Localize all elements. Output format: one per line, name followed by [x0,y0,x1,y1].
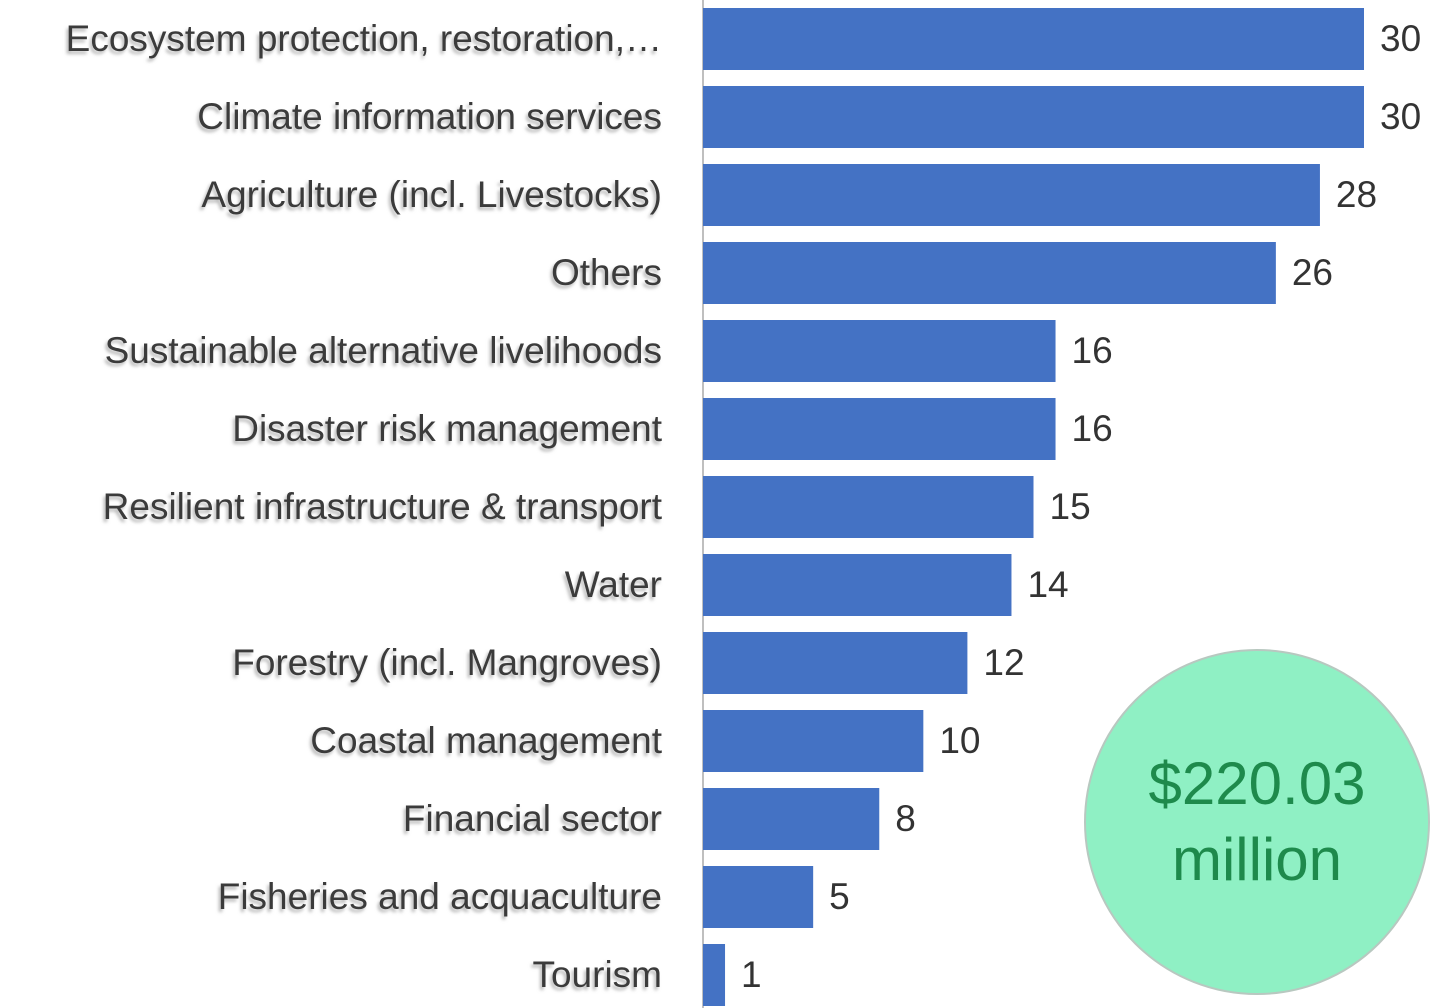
highlight-circle [1084,649,1430,995]
bar [703,8,1364,70]
value-label: 1 [741,954,762,995]
category-label: Ecosystem protection, restoration,… [66,18,662,59]
bar [703,632,968,694]
bar [703,242,1276,304]
bar [703,944,726,1006]
category-label: Forestry (incl. Mangroves) [232,642,662,683]
category-label: Climate information services [197,96,662,137]
value-label: 12 [983,642,1024,683]
value-label: 14 [1027,564,1068,605]
value-label: 16 [1072,408,1113,449]
category-label: Fisheries and acquaculture [218,876,662,917]
category-label: Sustainable alternative livelihoods [105,330,662,371]
category-label: Coastal management [310,720,662,761]
bar [703,476,1034,538]
bar [703,164,1320,226]
category-label: Water [565,564,662,605]
bar [703,866,814,928]
bar [703,398,1056,460]
value-label: 10 [939,720,980,761]
value-label: 26 [1292,252,1333,293]
value-label: 15 [1050,486,1091,527]
bar [703,86,1364,148]
category-label: Tourism [532,954,662,995]
bar [703,788,880,850]
value-label: 30 [1380,96,1421,137]
bar [703,710,924,772]
category-label: Agriculture (incl. Livestocks) [201,174,662,215]
value-label: 8 [895,798,916,839]
category-label: Others [551,252,662,293]
value-label: 30 [1380,18,1421,59]
value-label: 5 [829,876,850,917]
value-label: 16 [1072,330,1113,371]
annotation: million [1172,826,1342,893]
bar [703,554,1012,616]
category-label: Disaster risk management [232,408,662,449]
bar [703,320,1056,382]
category-label: Resilient infrastructure & transport [103,486,663,527]
annotation: $220.03 [1149,750,1366,817]
value-label: 28 [1336,174,1377,215]
category-label: Financial sector [403,798,662,839]
